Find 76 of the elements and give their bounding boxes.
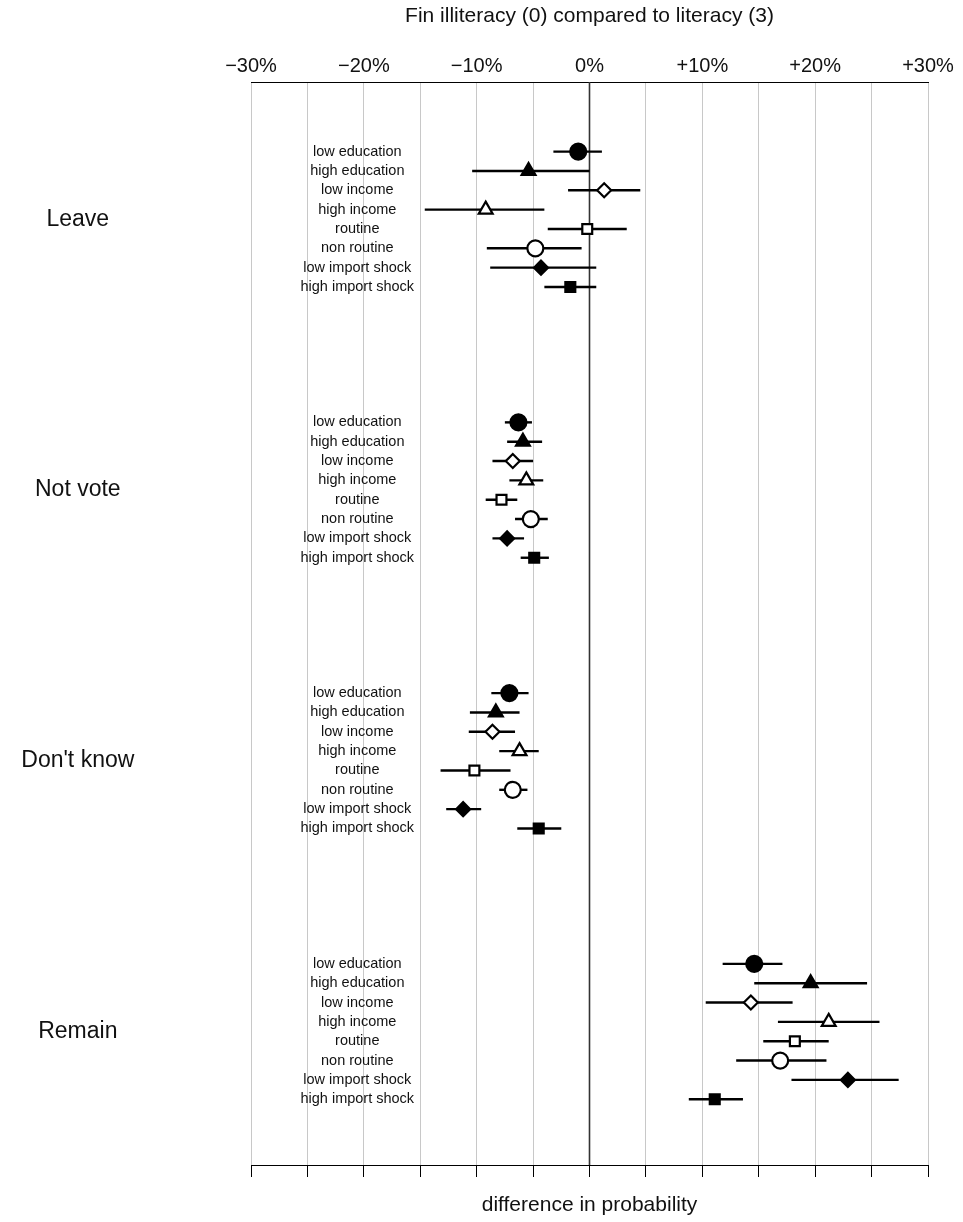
y-tick-label: low import shock <box>303 1070 413 1087</box>
x-tick-label: −30% <box>225 53 278 76</box>
point <box>532 822 545 835</box>
point <box>564 280 577 294</box>
point <box>509 413 528 432</box>
y-tick-label: high import shock <box>300 819 415 836</box>
y-tick-label: high education <box>310 432 405 449</box>
point <box>520 161 537 177</box>
text: Leave <box>46 204 110 231</box>
y-tick-label: low import shock <box>303 800 413 817</box>
point <box>839 1071 856 1089</box>
y-tick-label: high import shock <box>300 1090 415 1107</box>
x-tick-label: +30% <box>902 53 955 76</box>
y-tick-label: low income <box>321 722 394 739</box>
point <box>499 530 516 547</box>
x-tick-label: +20% <box>789 53 842 76</box>
y-tick-label: non routine <box>321 1051 394 1068</box>
y-tick-label: non routine <box>321 780 394 797</box>
text: Don't know <box>21 746 135 773</box>
x-tick-label: −20% <box>337 53 390 76</box>
point <box>514 432 531 447</box>
point <box>802 974 819 989</box>
x-tick-label: +10% <box>676 53 729 76</box>
text: Not vote <box>34 475 121 502</box>
y-tick-label: non routine <box>321 239 394 256</box>
y-tick-label: low education <box>312 142 402 159</box>
x-tick-label: 0% <box>575 53 605 76</box>
y-tick-label: high education <box>310 161 405 178</box>
x-axis-title: difference in probability <box>481 1192 698 1216</box>
point <box>569 142 588 161</box>
chart-title: Fin illiteracy (0) compared to literacy (3) <box>405 3 774 27</box>
point <box>487 703 504 718</box>
y-tick-label: routine <box>335 490 380 507</box>
y-tick-label: high education <box>310 703 405 720</box>
y-tick-label: low income <box>321 452 394 469</box>
y-tick-label: routine <box>335 219 380 236</box>
point <box>477 200 494 215</box>
y-tick-label: high import shock <box>300 548 415 565</box>
y-tick-label: low import shock <box>303 258 413 275</box>
y-tick-label: low education <box>312 954 402 971</box>
point <box>484 723 501 740</box>
point <box>771 1051 790 1070</box>
y-tick-label: high education <box>310 974 405 991</box>
point <box>518 471 535 486</box>
point <box>745 954 764 973</box>
point <box>742 994 759 1011</box>
point <box>495 493 508 506</box>
point <box>708 1093 721 1106</box>
y-tick-label: high income <box>318 200 397 217</box>
text: Remain <box>38 1016 118 1043</box>
point <box>455 801 472 818</box>
y-tick-label: non routine <box>321 510 394 527</box>
y-tick-label: high income <box>318 1012 397 1029</box>
y-tick-label: low import shock <box>303 529 413 546</box>
point <box>528 551 541 564</box>
point <box>500 684 519 703</box>
y-tick-label: high income <box>318 471 397 488</box>
y-tick-label: low income <box>321 993 394 1010</box>
point <box>521 509 540 529</box>
y-tick-label: high import shock <box>300 278 415 294</box>
point <box>581 222 594 236</box>
point <box>511 742 528 757</box>
point <box>596 182 613 199</box>
y-tick-label: high income <box>318 742 397 759</box>
x-tick-label: −10% <box>450 53 503 76</box>
point <box>532 259 550 276</box>
y-tick-label: routine <box>335 1032 380 1049</box>
point <box>504 452 521 470</box>
y-tick-label: low education <box>312 684 402 701</box>
point <box>503 780 522 799</box>
point <box>788 1035 801 1048</box>
y-tick-label: low income <box>321 181 394 198</box>
y-tick-label: low education <box>312 413 402 430</box>
y-tick-label: routine <box>335 761 380 778</box>
point <box>526 239 545 258</box>
point <box>468 764 481 777</box>
